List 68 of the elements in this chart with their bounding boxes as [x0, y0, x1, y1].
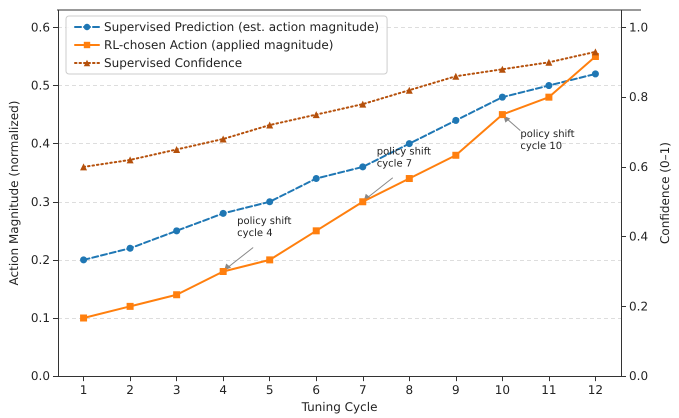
point — [266, 198, 274, 206]
y2-tick-label: 0.0 — [629, 369, 648, 384]
point — [452, 116, 460, 124]
y-tick-label: 0.5 — [30, 78, 50, 93]
legend-label: RL-chosen Action (applied magnitude) — [104, 38, 334, 52]
point — [545, 94, 552, 101]
x-axis-title: Tuning Cycle — [300, 400, 378, 414]
point — [312, 175, 320, 182]
point — [592, 70, 599, 78]
point — [498, 111, 506, 118]
point — [498, 94, 506, 101]
point — [312, 227, 320, 234]
point — [406, 140, 413, 148]
y2-tick-label: 0.8 — [629, 90, 648, 104]
point — [592, 48, 599, 56]
point — [266, 122, 274, 129]
point — [126, 244, 134, 252]
y-tick-label: 0.1 — [30, 310, 50, 325]
y2-axis-title: Confidence (0–1) — [658, 142, 672, 244]
y-axis-title: Action Magnitude (normalized) — [7, 100, 21, 286]
point — [173, 146, 180, 153]
x-tick-label: 10 — [494, 383, 510, 398]
point — [452, 72, 460, 80]
point — [266, 256, 274, 264]
point — [126, 302, 134, 310]
y-tick-label: 0.2 — [30, 252, 50, 267]
x-tick-label: 5 — [266, 383, 274, 398]
x-tick-label: 11 — [541, 383, 557, 398]
annotation: policy shift cycle 4 — [237, 216, 292, 239]
point — [173, 291, 180, 298]
point — [126, 156, 134, 164]
x-tick-label: 2 — [126, 383, 134, 398]
x-tick-label: 1 — [80, 383, 88, 398]
point — [80, 256, 88, 264]
y2-tick-label: 1.0 — [629, 20, 648, 34]
y-tick-label: 0.3 — [30, 194, 50, 209]
point — [220, 136, 227, 143]
y-tick-label: 0.6 — [30, 20, 50, 34]
point — [173, 227, 180, 234]
point — [545, 82, 552, 90]
point — [406, 86, 413, 94]
point — [220, 210, 227, 217]
point — [406, 175, 413, 182]
x-tick-label: 9 — [452, 383, 460, 398]
point — [359, 198, 366, 206]
x-tick-label: 3 — [172, 383, 180, 398]
x-tick-label: 6 — [312, 383, 320, 398]
point — [359, 163, 366, 170]
annotation: policy shift cycle 10 — [520, 129, 575, 152]
point — [498, 66, 506, 73]
point — [220, 268, 227, 275]
x-tick-label: 7 — [358, 383, 367, 398]
point — [80, 314, 88, 322]
y-tick-label: 0.4 — [30, 136, 50, 151]
y2-tick-label: 0.6 — [629, 160, 648, 174]
point — [545, 58, 552, 66]
y2-tick-label: 0.4 — [629, 230, 648, 244]
point — [312, 111, 320, 118]
y-tick-label: 0.0 — [30, 369, 50, 384]
point — [359, 100, 366, 108]
y2-tick-label: 0.2 — [629, 299, 648, 314]
point — [80, 163, 88, 170]
x-tick-label: 4 — [219, 383, 227, 398]
x-tick-label: 8 — [405, 383, 414, 398]
legend-label: Supervised Confidence — [104, 56, 242, 70]
point — [452, 152, 460, 159]
x-tick-label: 12 — [588, 383, 604, 398]
legend-label: Supervised Prediction (est. action magnitude) — [104, 20, 380, 34]
